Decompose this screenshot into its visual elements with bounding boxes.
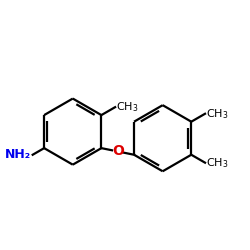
Text: CH$_3$: CH$_3$	[206, 156, 229, 170]
Text: O: O	[112, 144, 124, 158]
Text: NH₂: NH₂	[5, 148, 31, 161]
Text: CH$_3$: CH$_3$	[206, 107, 229, 121]
Text: CH$_3$: CH$_3$	[116, 100, 139, 114]
